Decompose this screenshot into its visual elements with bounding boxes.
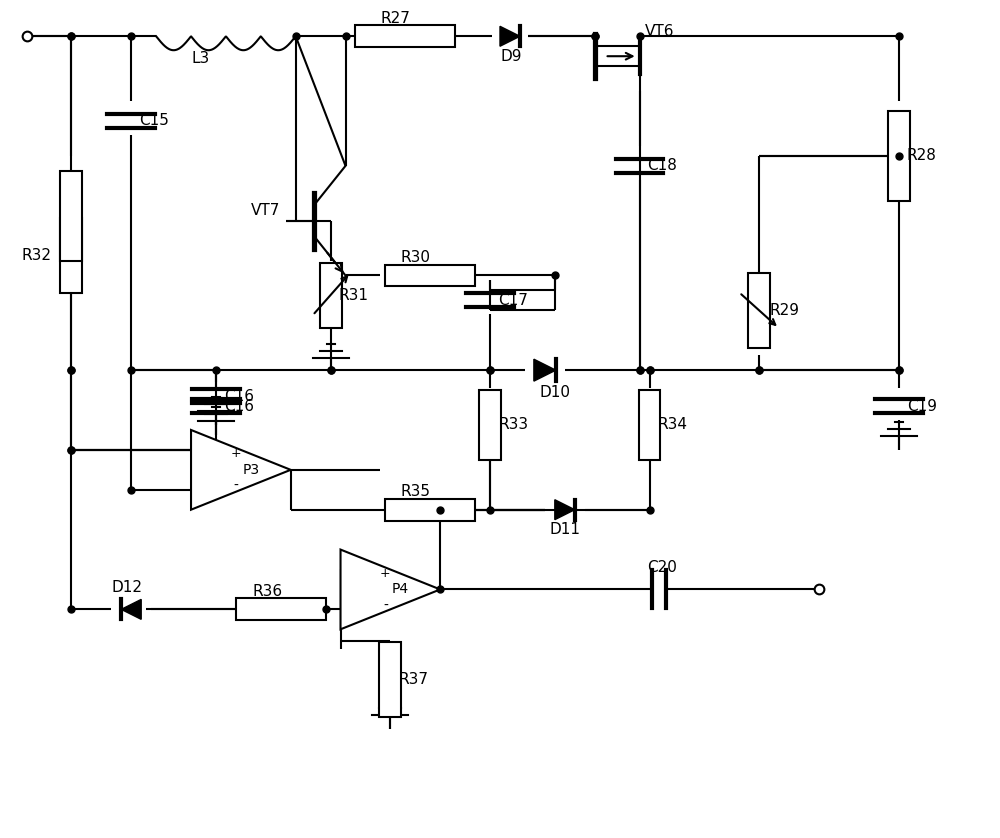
Text: P4: P4 — [392, 582, 409, 597]
Text: R34: R34 — [657, 417, 687, 432]
Text: D12: D12 — [111, 580, 142, 595]
Polygon shape — [500, 26, 520, 46]
Text: R33: R33 — [498, 417, 528, 432]
Text: R28: R28 — [907, 148, 937, 163]
Text: -: - — [233, 478, 238, 493]
Text: D11: D11 — [550, 522, 581, 537]
Bar — [748, 273, 770, 348]
Text: L3: L3 — [191, 51, 209, 65]
Bar — [60, 218, 82, 293]
Text: C16: C16 — [224, 389, 254, 404]
Text: +: + — [231, 447, 241, 460]
Bar — [355, 25, 455, 47]
Text: VT7: VT7 — [251, 203, 280, 218]
Bar — [385, 265, 475, 287]
Text: VT6: VT6 — [645, 23, 674, 39]
Text: R35: R35 — [400, 484, 430, 499]
Polygon shape — [191, 430, 291, 510]
Text: R27: R27 — [380, 11, 410, 26]
Polygon shape — [555, 499, 575, 520]
Text: D10: D10 — [540, 385, 571, 400]
Bar — [236, 598, 326, 620]
Text: R30: R30 — [400, 250, 430, 265]
Text: R37: R37 — [398, 671, 428, 686]
Text: C17: C17 — [498, 293, 528, 308]
Text: C18: C18 — [648, 158, 677, 173]
Text: C16: C16 — [224, 399, 254, 413]
Text: R31: R31 — [339, 288, 369, 303]
Text: D9: D9 — [500, 49, 522, 64]
Text: C19: C19 — [907, 399, 937, 413]
Polygon shape — [534, 360, 556, 381]
Text: C15: C15 — [139, 113, 169, 128]
Text: +: + — [380, 567, 391, 580]
Bar — [479, 391, 501, 460]
Bar — [639, 391, 660, 460]
Text: R29: R29 — [769, 303, 799, 318]
Text: R36: R36 — [253, 584, 283, 599]
Bar — [320, 263, 342, 328]
Polygon shape — [121, 599, 141, 619]
Bar — [888, 111, 910, 201]
Bar — [60, 171, 82, 261]
Text: -: - — [383, 598, 388, 613]
Bar — [385, 499, 475, 520]
Text: C20: C20 — [648, 560, 677, 575]
Text: R32: R32 — [22, 248, 52, 263]
Bar — [379, 642, 401, 716]
Text: P3: P3 — [242, 463, 259, 477]
Polygon shape — [341, 550, 440, 629]
